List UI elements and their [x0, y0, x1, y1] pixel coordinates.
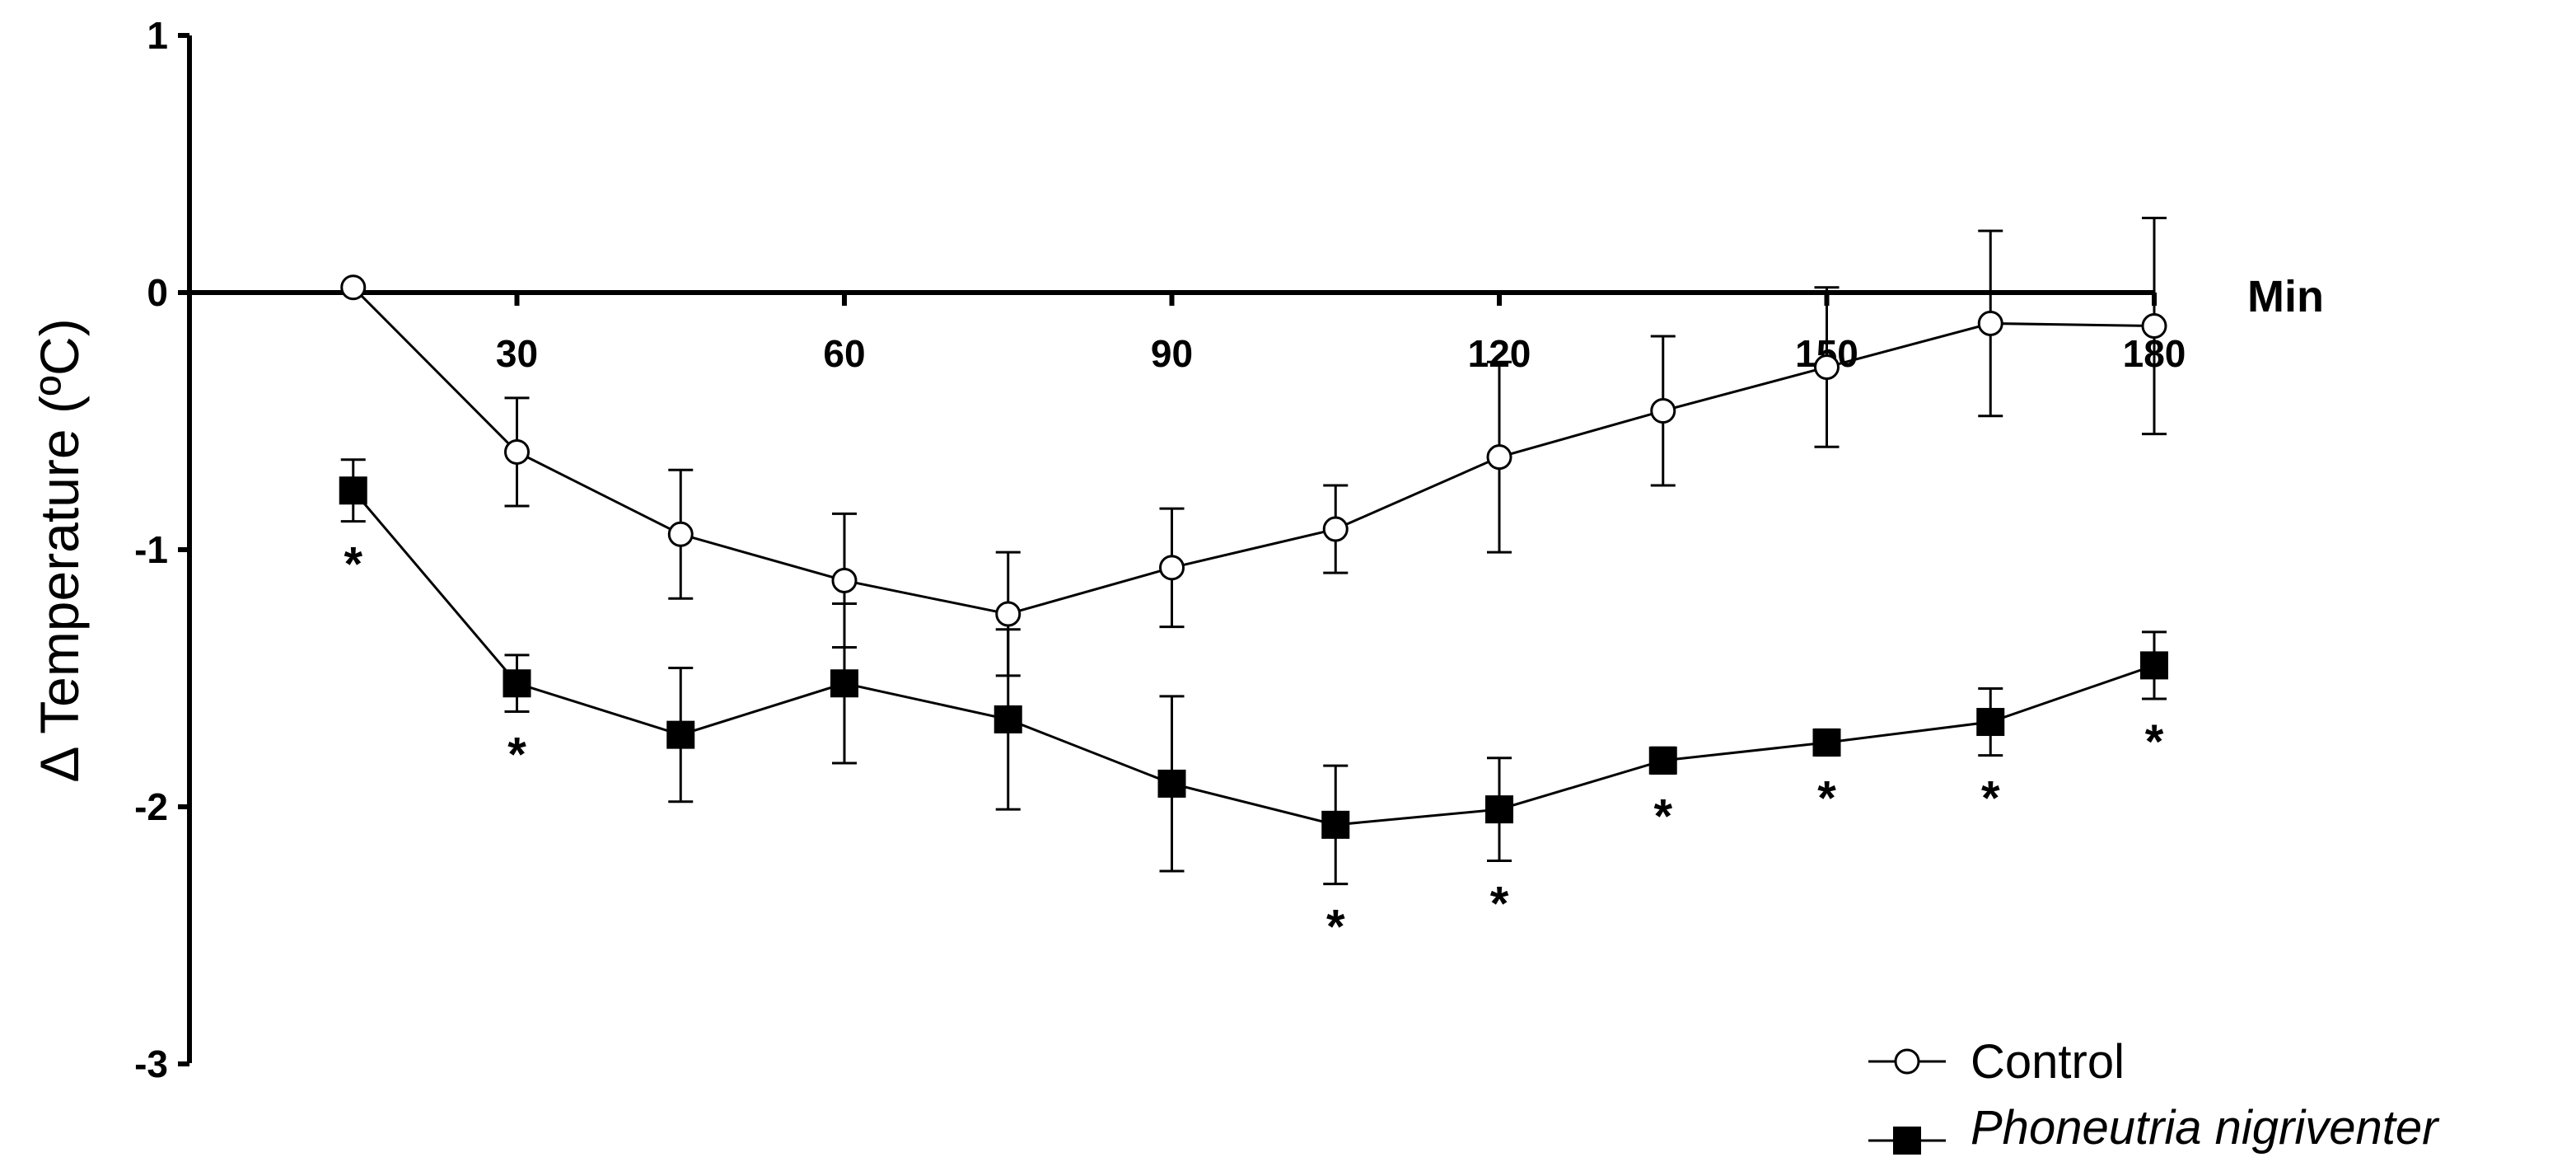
data-point-phoneutria: [830, 669, 858, 698]
data-point-control: [1977, 310, 2003, 336]
significance-star: *: [1817, 772, 1836, 826]
data-point-phoneutria: [2140, 651, 2168, 680]
y-axis-title: Δ Temperature (ºC): [29, 318, 90, 782]
data-point-control: [667, 521, 694, 547]
data-point-phoneutria: [339, 476, 367, 505]
data-point-control: [1322, 516, 1349, 542]
y-tick-label: 1: [147, 14, 168, 57]
y-axis: 1 0 -1 -2 -3: [134, 14, 192, 1085]
data-point-phoneutria: [1812, 729, 1841, 757]
legend-marker-open-circle: [1894, 1048, 1920, 1075]
significance-star: *: [344, 538, 362, 592]
legend: Control Phoneutria nigriventer: [1868, 1035, 2440, 1155]
data-point-phoneutria: [1321, 810, 1350, 839]
significance-star: *: [2145, 715, 2164, 769]
data-point-phoneutria: [666, 720, 695, 749]
x-tick-label: 90: [1151, 332, 1193, 375]
data-point-control: [340, 274, 367, 301]
data-point-control: [1650, 398, 1676, 424]
y-tick-label: 0: [147, 271, 168, 314]
series-lines: [352, 286, 2155, 827]
x-tick-label: 60: [823, 332, 865, 375]
series-markers: [339, 274, 2168, 839]
data-point-control: [504, 438, 530, 465]
significance-star: *: [1653, 789, 1672, 843]
significance-markers: * * * * * * * *: [344, 538, 2163, 954]
legend-item-phoneutria: Phoneutria nigriventer: [1868, 1101, 2440, 1155]
data-point-phoneutria: [1648, 746, 1677, 775]
significance-star: *: [507, 729, 526, 782]
y-ticks: 1 0 -1 -2 -3: [134, 14, 189, 1085]
data-point-phoneutria: [503, 669, 531, 698]
data-point-phoneutria: [1976, 708, 2005, 737]
y-tick-label: -3: [134, 1042, 168, 1085]
data-point-phoneutria: [1485, 795, 1513, 824]
data-point-phoneutria: [993, 705, 1022, 733]
legend-marker-filled-square: [1893, 1127, 1921, 1155]
data-point-control: [1486, 444, 1512, 471]
x-ticks: 30 60 90 120 150 180: [496, 293, 2186, 375]
data-point-control: [1814, 354, 1840, 380]
data-point-control: [1159, 555, 1185, 581]
data-point-control: [831, 567, 858, 593]
y-tick-label: -2: [134, 785, 168, 828]
significance-star: *: [1981, 772, 2000, 826]
data-point-phoneutria: [1157, 769, 1186, 798]
significance-star: *: [1326, 901, 1345, 954]
y-tick-label: -1: [134, 528, 168, 571]
legend-item-control: Control: [1868, 1035, 2125, 1089]
legend-label-control: Control: [1971, 1035, 2125, 1089]
data-point-control: [2141, 313, 2167, 340]
data-point-control: [995, 601, 1022, 627]
series-line-phoneutria: [352, 490, 2155, 827]
x-axis: 30 60 90 120 150 180 Min: [189, 272, 2324, 375]
x-axis-unit-label: Min: [2247, 272, 2324, 321]
x-tick-label: 30: [496, 332, 538, 375]
error-bars: [340, 217, 2167, 886]
legend-label-phoneutria: Phoneutria nigriventer: [1971, 1101, 2440, 1155]
series-line-control: [352, 286, 2155, 616]
significance-star: *: [1490, 878, 1509, 931]
